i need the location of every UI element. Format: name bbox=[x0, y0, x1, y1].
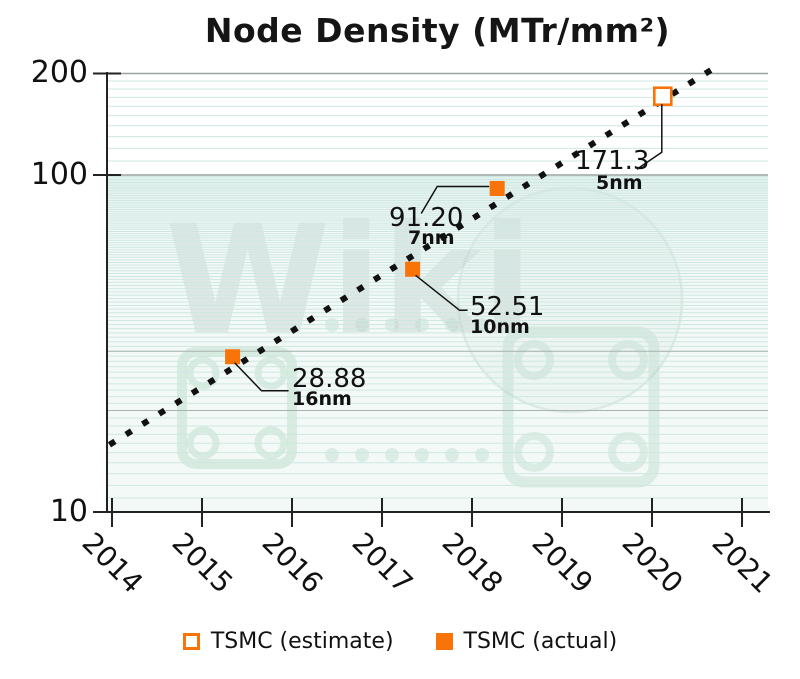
annotation-node-7nm: 7nm bbox=[408, 227, 455, 249]
filled-square-marker-icon bbox=[435, 632, 453, 650]
data-point-7nm bbox=[489, 180, 505, 196]
legend-item-estimate: TSMC (estimate) bbox=[182, 628, 394, 654]
y-tick-label-10: 10 bbox=[49, 494, 88, 529]
chart-title: Node Density (MTr/mm²) bbox=[204, 11, 671, 50]
annotation-value-7nm: 91.20 bbox=[389, 203, 464, 233]
callout-line-10nm bbox=[415, 274, 468, 312]
data-point-16nm bbox=[225, 349, 241, 365]
data-points bbox=[225, 86, 673, 365]
gridlines bbox=[107, 72, 768, 499]
chip-icon bbox=[502, 326, 660, 488]
annotation-node-16nm: 16nm bbox=[292, 388, 352, 410]
legend: TSMC (estimate) TSMC (actual) bbox=[0, 626, 800, 656]
data-point-10nm bbox=[405, 261, 421, 277]
annotation-node-10nm: 10nm bbox=[470, 316, 530, 338]
legend-item-actual: TSMC (actual) bbox=[435, 628, 618, 654]
annotation-node-5nm: 5nm bbox=[596, 172, 643, 194]
y-tick-label-100: 100 bbox=[30, 157, 88, 192]
annotation-value-16nm: 28.88 bbox=[292, 364, 367, 394]
open-square-marker-icon bbox=[182, 632, 200, 650]
annotation-value-5nm: 171.3 bbox=[575, 146, 650, 176]
y-tick-label-200: 200 bbox=[30, 55, 88, 90]
axes-and-ticks bbox=[93, 72, 770, 527]
legend-label-actual: TSMC (actual) bbox=[463, 628, 618, 654]
data-point-5nm bbox=[652, 86, 673, 107]
annotation-callout-lines bbox=[234, 104, 663, 392]
callout-line-7nm bbox=[420, 185, 490, 214]
legend-label-estimate: TSMC (estimate) bbox=[210, 628, 394, 654]
callout-line-16nm bbox=[234, 362, 289, 392]
trendline-dotted bbox=[107, 62, 721, 448]
callout-line-5nm bbox=[636, 104, 663, 170]
annotation-value-10nm: 52.51 bbox=[470, 292, 545, 322]
